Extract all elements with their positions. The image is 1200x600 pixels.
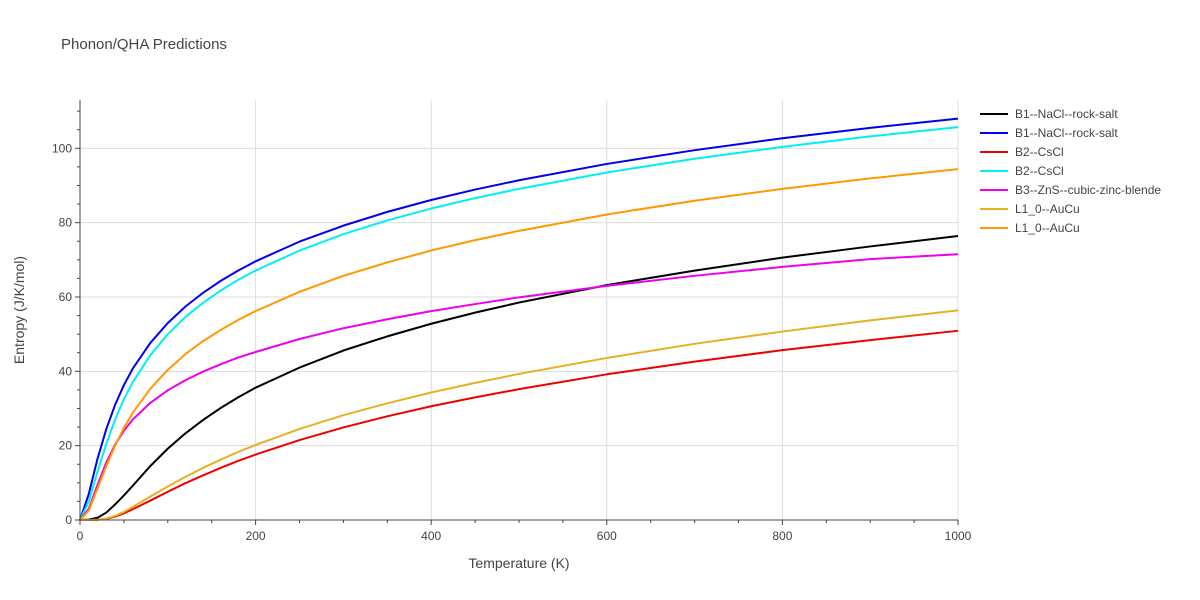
series-line-4 [79, 126, 959, 521]
series-line-6 [80, 309, 959, 521]
legend-item[interactable]: L1_0--AuCu [980, 218, 1161, 237]
axes [75, 100, 959, 525]
legend-item[interactable]: B1--NaCl--rock-salt [980, 104, 1161, 123]
y-tick-label: 0 [65, 513, 72, 527]
series-line-1 [79, 235, 959, 521]
x-tick-label: 600 [597, 529, 617, 543]
y-tick-label: 60 [59, 290, 73, 304]
legend-item[interactable]: B2--CsCl [980, 142, 1161, 161]
x-tick-label: 1000 [945, 529, 972, 543]
series-line-7 [79, 168, 959, 521]
x-tick-label: 400 [421, 529, 441, 543]
legend-label: L1_0--AuCu [1015, 220, 1080, 235]
x-tick-label: 200 [246, 529, 266, 543]
legend-item[interactable]: B1--NaCl--rock-salt [980, 123, 1161, 142]
series-lines [79, 117, 959, 521]
legend-label: L1_0--AuCu [1015, 201, 1080, 216]
legend-label: B2--CsCl [1015, 144, 1064, 159]
legend-label: B1--NaCl--rock-salt [1015, 125, 1118, 140]
grid-lines [80, 100, 959, 520]
tick-labels: 0 200 400 600 800 1000 0 20 40 60 80 100 [52, 141, 972, 543]
x-tick-label: 800 [772, 529, 792, 543]
legend-label: B2--CsCl [1015, 163, 1064, 178]
y-tick-label: 40 [59, 364, 73, 378]
y-tick-label: 100 [52, 141, 72, 155]
legend-item[interactable]: B2--CsCl [980, 161, 1161, 180]
legend-label: B1--NaCl--rock-salt [1015, 106, 1118, 121]
legend-swatch [980, 112, 1008, 115]
legend-label: B3--ZnS--cubic-zinc-blende [1015, 182, 1162, 197]
legend-item[interactable]: L1_0--AuCu [980, 199, 1161, 218]
legend-swatch [980, 188, 1008, 191]
legend-swatch [980, 131, 1008, 134]
series-line-5 [79, 253, 959, 521]
x-tick-label: 0 [77, 529, 84, 543]
legend-swatch [980, 169, 1008, 172]
chart-title: Phonon/QHA Predictions [61, 36, 227, 53]
legend-swatch [980, 226, 1008, 229]
series-line-2 [79, 117, 959, 521]
legend-item[interactable]: B3--ZnS--cubic-zinc-blende [980, 180, 1161, 199]
legend: B1--NaCl--rock-salt B1--NaCl--rock-salt B2… [980, 104, 1161, 237]
y-tick-label: 20 [59, 439, 73, 453]
x-axis-title: Temperature (K) [468, 555, 569, 571]
legend-swatch [980, 207, 1008, 210]
series-line-3 [80, 329, 959, 521]
y-axis-title: Entropy (J/K/mol) [11, 256, 27, 364]
y-tick-label: 80 [59, 216, 73, 230]
legend-swatch [980, 150, 1008, 153]
